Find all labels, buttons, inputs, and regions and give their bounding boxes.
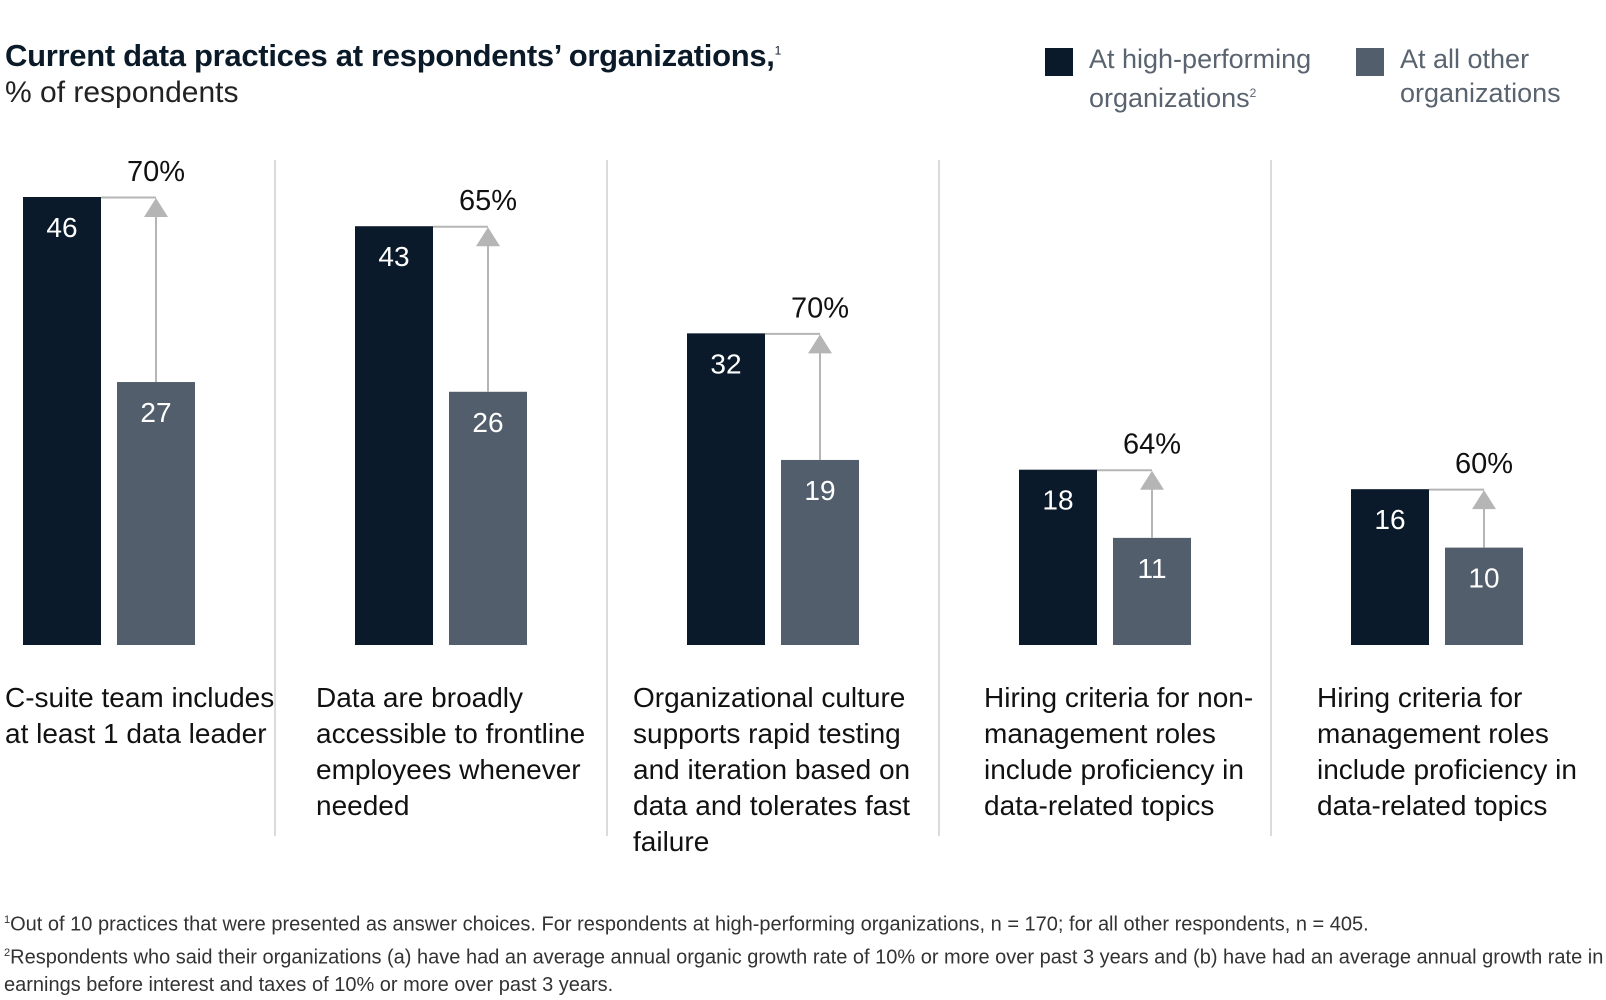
bar-value-label-high: 43 — [378, 241, 409, 272]
chart-subtitle: % of respondents — [5, 76, 239, 109]
bar-value-label-other: 27 — [140, 397, 171, 428]
legend-item-high: At high-performing organizations2 — [1045, 44, 1329, 115]
bar-value-label-high: 18 — [1042, 485, 1073, 516]
difference-percent-label: 70% — [127, 156, 185, 188]
difference-arrow-head — [144, 198, 168, 217]
category-label: Organizational culture supports rapid te… — [633, 682, 911, 857]
difference-arrow-head — [808, 334, 832, 354]
category-label: Data are broadly accessible to frontline… — [316, 682, 586, 821]
bar-value-label-other: 11 — [1137, 553, 1166, 584]
bar-high-performing — [687, 333, 765, 645]
title-footnote-mark: 1 — [774, 43, 782, 58]
legend-footnote-mark: 2 — [1249, 86, 1257, 100]
category-label: Hiring criteria for management roles inc… — [1317, 682, 1577, 821]
footnote-2-text: Respondents who said their organizations… — [4, 946, 1604, 997]
legend-label-high-text: At high-performing organizations — [1089, 44, 1312, 113]
chart-title-text: Current data practices at respondents’ o… — [5, 38, 775, 73]
difference-arrow-head — [1472, 490, 1496, 510]
bar-all-other — [1113, 537, 1191, 645]
footnote-1: 1Out of 10 practices that were presented… — [4, 906, 1604, 939]
category-label: C-suite team includes at least 1 data le… — [5, 682, 275, 749]
difference-percent-label: 65% — [459, 185, 517, 217]
legend-label-other: At all other organizations — [1400, 44, 1561, 108]
bar-value-label-high: 16 — [1374, 504, 1405, 535]
legend-swatch-high — [1045, 48, 1073, 76]
bar-high-performing — [1351, 489, 1429, 645]
bar-all-other — [117, 382, 195, 645]
bar-value-label-high: 46 — [46, 212, 77, 243]
bar-value-label-other: 10 — [1468, 563, 1499, 594]
category-label: Hiring criteria for non-management roles… — [984, 682, 1254, 821]
bar-high-performing — [23, 197, 101, 645]
bar-all-other — [781, 459, 859, 645]
bar-value-label-high: 32 — [710, 348, 741, 379]
bar-high-performing — [1019, 469, 1097, 645]
difference-arrow-head — [476, 227, 500, 247]
footnotes: 1Out of 10 practices that were presented… — [4, 906, 1604, 999]
bar-high-performing — [355, 226, 433, 645]
bar-value-label-other: 26 — [472, 407, 503, 438]
difference-arrow-head — [1140, 470, 1164, 490]
bar-all-other — [1445, 547, 1523, 645]
footnote-2-mark: 2 — [4, 946, 11, 959]
footnote-1-mark: 1 — [4, 914, 11, 926]
legend-label-high: At high-performing organizations2 — [1089, 42, 1329, 115]
legend-swatch-other — [1356, 48, 1384, 76]
footnote-1-text: Out of 10 practices that were presented … — [10, 913, 1369, 936]
bar-value-label-other: 19 — [804, 475, 835, 506]
difference-percent-label: 64% — [1123, 429, 1181, 461]
legend-item-other: At all other organizations — [1356, 44, 1570, 110]
chart-svg: 46 27 70% 43 26 65% 32 19 70% 18 11 64% 16 10 60% — [23, 156, 1523, 836]
title-block: Current data practices at respondents’ o… — [5, 38, 781, 110]
footnote-2: 2Respondents who said their organization… — [4, 939, 1604, 1000]
difference-percent-label: 60% — [1455, 448, 1513, 480]
bar-all-other — [449, 391, 527, 645]
difference-percent-label: 70% — [791, 292, 849, 324]
chart-title: Current data practices at respondents’ o… — [5, 38, 781, 74]
